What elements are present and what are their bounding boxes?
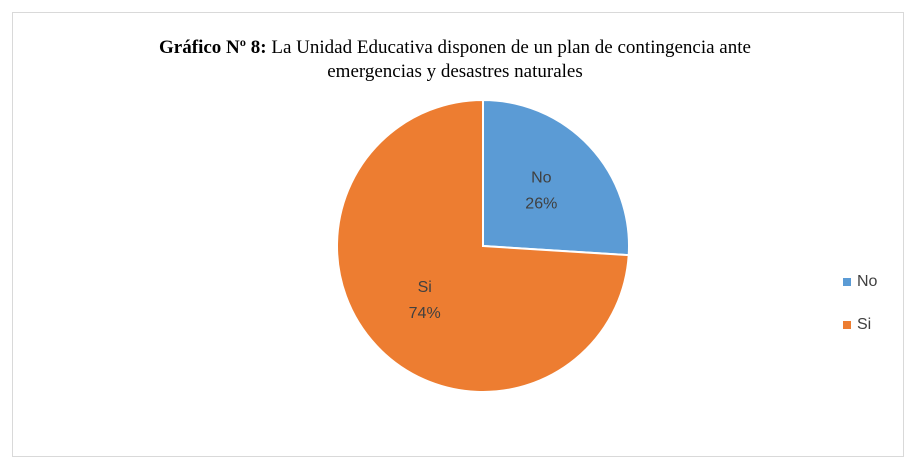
title-text: La Unidad Educativa disponen de un plan … — [271, 37, 751, 82]
legend-swatch — [843, 278, 851, 286]
title-prefix: Gráfico Nº 8: — [159, 37, 267, 58]
data-label-category: Si — [418, 279, 432, 296]
pie-slice — [336, 98, 630, 393]
legend-swatch — [843, 321, 851, 329]
data-label-value: 74% — [409, 305, 441, 322]
chart-frame — [12, 12, 904, 457]
chart-title: Gráfico Nº 8: La Unidad Educativa dispon… — [145, 36, 765, 84]
data-label-value: 26% — [525, 195, 557, 212]
pie-slice — [482, 98, 630, 257]
legend-label: No — [857, 273, 878, 290]
legend-label: Si — [857, 316, 871, 333]
data-label-category: No — [531, 169, 552, 186]
